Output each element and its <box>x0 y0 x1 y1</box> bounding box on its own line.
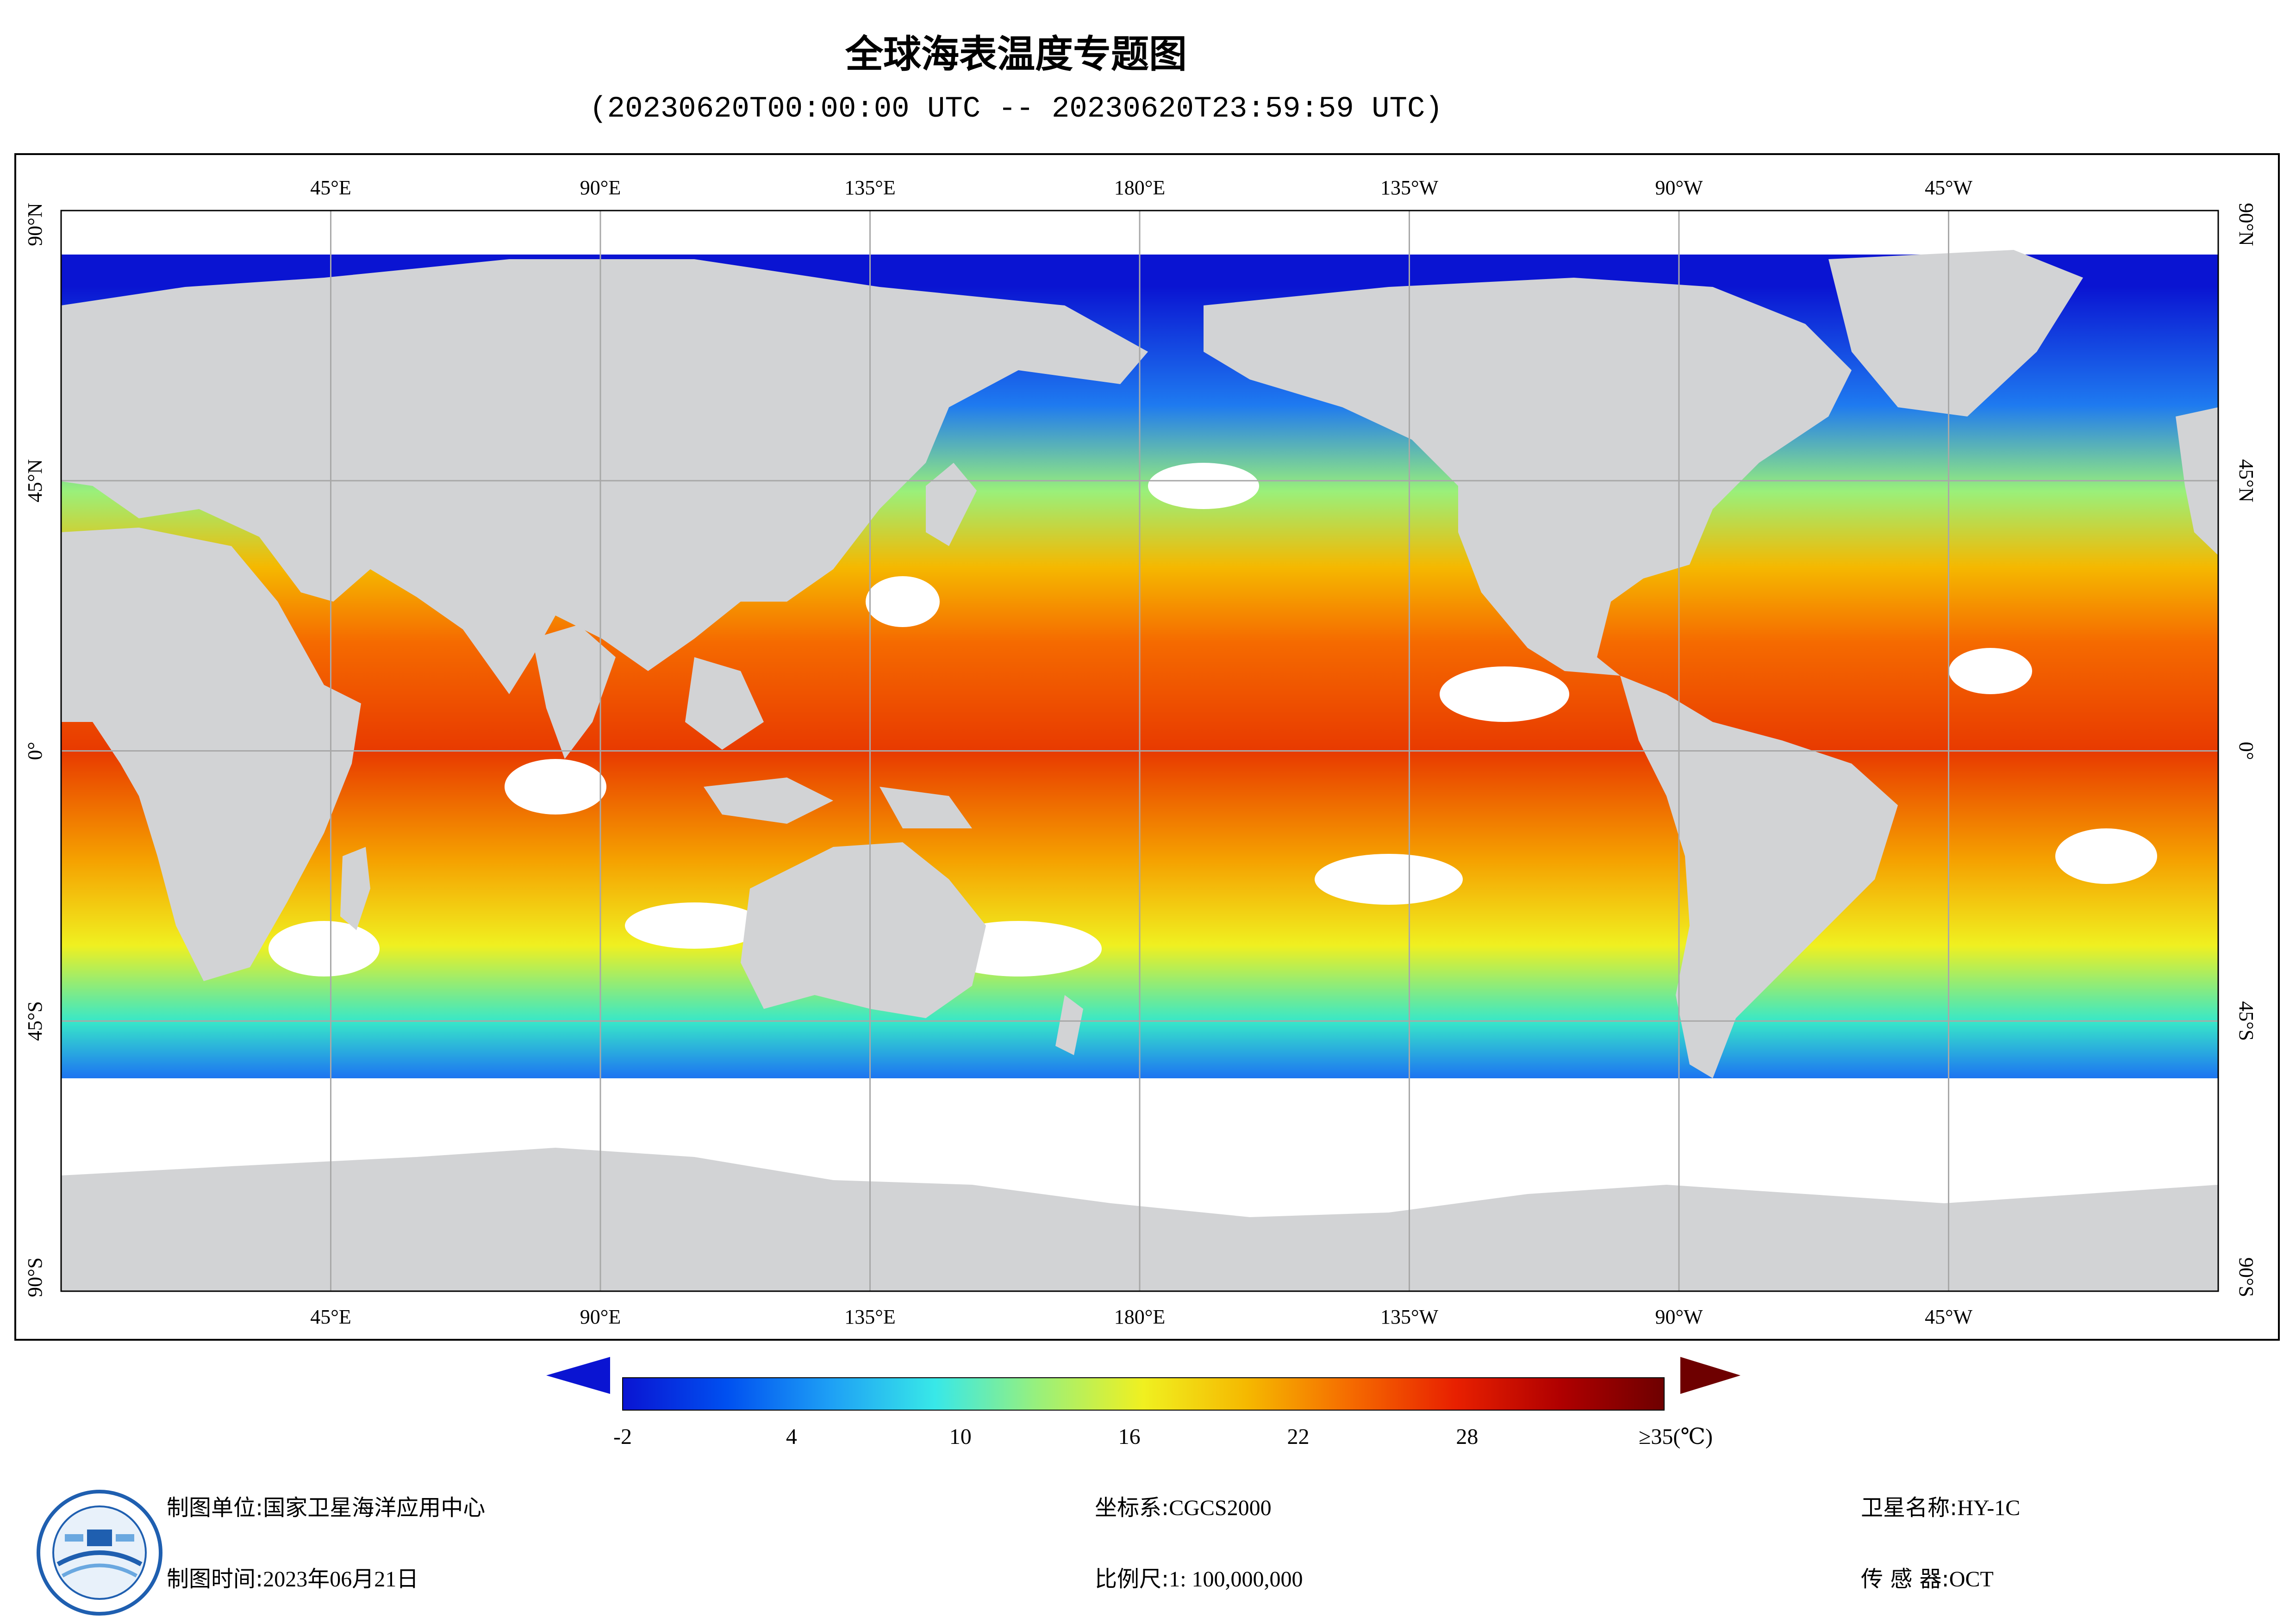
map-frame <box>14 153 2280 1341</box>
legend-low-arrow <box>546 1357 610 1394</box>
bottom-lon-label: 45°W <box>1925 1306 1973 1328</box>
right-lat-label: 45°N <box>2235 459 2258 502</box>
sst-field <box>61 211 2218 1291</box>
top-lon-label: 135°W <box>1380 176 1439 199</box>
map-scale: 比例尺:1: 100,000,000 <box>1095 1566 1303 1592</box>
page-title: 全球海表温度专题图 <box>845 32 1187 76</box>
legend-tick-label: 16 <box>1118 1424 1141 1449</box>
left-lat-label: 45°S <box>24 1001 46 1041</box>
left-lat-label: 0° <box>24 742 46 760</box>
legend-tick-label: 22 <box>1287 1424 1309 1449</box>
bottom-lon-label: 90°E <box>580 1306 621 1328</box>
left-lat-label: 90°N <box>24 203 46 246</box>
legend-tick-label: -2 <box>613 1424 632 1449</box>
left-lat-label: 90°S <box>24 1257 46 1297</box>
legend-color-bar <box>622 1377 1665 1411</box>
coordinate-system: 坐标系:CGCS2000 <box>1095 1495 1272 1521</box>
top-longitude-labels: 45°E 90°E 135°E 180°E 135°W 90°W 45°W <box>310 176 1972 199</box>
time-range-subtitle: (20230620T00:00:00 UTC -- 20230620T23:59… <box>589 93 1443 126</box>
right-lat-label: 0° <box>2235 742 2258 760</box>
mapping-unit: 制图单位:国家卫星海洋应用中心 <box>167 1495 486 1521</box>
right-latitude-labels: 90°N 45°N 0° 45°S 90°S <box>2235 203 2258 1297</box>
right-lat-label: 90°N <box>2235 203 2258 246</box>
left-lat-label: 45°N <box>24 459 46 502</box>
top-lon-label: 180°E <box>1114 176 1165 199</box>
top-lon-label: 135°E <box>844 176 895 199</box>
top-lon-label: 90°E <box>580 176 621 199</box>
legend-tick-label: 10 <box>949 1424 972 1449</box>
bottom-lon-label: 135°W <box>1380 1306 1439 1328</box>
legend-tick-labels: -2 4 10 16 22 28 ≥35(℃) <box>613 1424 1713 1449</box>
bottom-lon-label: 45°E <box>310 1306 351 1328</box>
bottom-lon-label: 180°E <box>1114 1306 1165 1328</box>
graticule-lines <box>61 211 2218 1291</box>
top-lon-label: 90°W <box>1655 176 1703 199</box>
mapping-date: 制图时间:2023年06月21日 <box>167 1566 419 1592</box>
color-legend: -2 4 10 16 22 28 ≥35(℃) <box>546 1357 1741 1449</box>
bottom-lon-label: 90°W <box>1655 1306 1703 1328</box>
sensor-name: 传 感 器:OCT <box>1861 1566 1994 1592</box>
legend-tick-label: ≥35(℃) <box>1639 1424 1713 1449</box>
right-lat-label: 90°S <box>2235 1257 2258 1297</box>
top-lon-label: 45°E <box>310 176 351 199</box>
left-latitude-labels: 90°N 45°N 0° 45°S 90°S <box>24 203 46 1297</box>
bottom-longitude-labels: 45°E 90°E 135°E 180°E 135°W 90°W 45°W <box>310 1306 1972 1328</box>
map-inner-border <box>60 210 2219 1292</box>
legend-tick-label: 4 <box>786 1424 797 1449</box>
nsoas-logo <box>37 1490 162 1616</box>
bottom-lon-label: 135°E <box>844 1306 895 1328</box>
legend-tick-label: 28 <box>1456 1424 1478 1449</box>
satellite-name: 卫星名称:HY-1C <box>1861 1495 2021 1521</box>
top-lon-label: 45°W <box>1925 176 1973 199</box>
right-lat-label: 45°S <box>2235 1001 2258 1041</box>
legend-high-arrow <box>1680 1357 1741 1394</box>
